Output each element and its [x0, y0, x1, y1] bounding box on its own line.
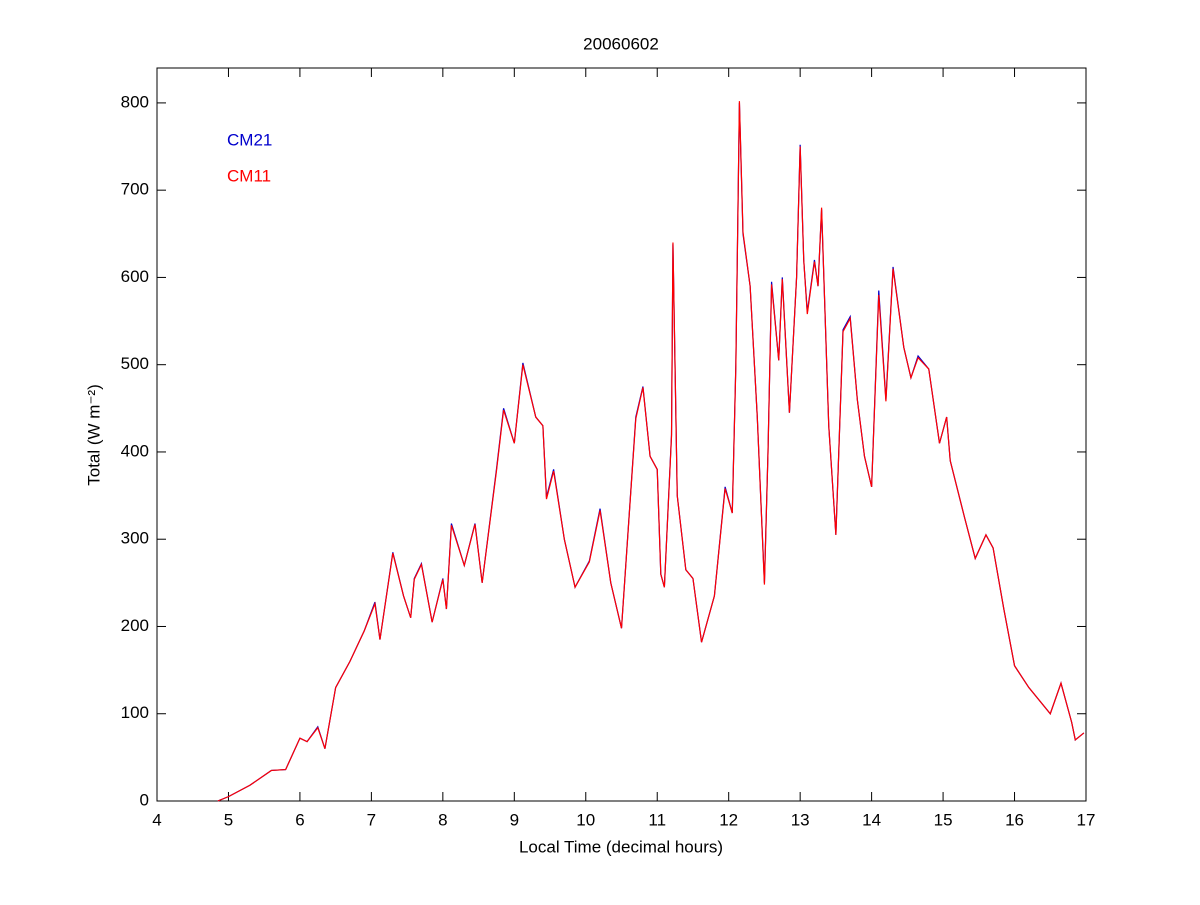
x-tick-label: 8: [438, 810, 447, 829]
plot-frame: [156, 67, 1087, 802]
x-tick-label: 11: [648, 810, 666, 829]
x-tick-label: 16: [1005, 810, 1024, 829]
y-tick-label: 400: [121, 441, 149, 460]
y-axis-label: Total (W m⁻²): [84, 384, 103, 486]
y-tick-label: 0: [140, 790, 149, 809]
chart-title: 20060602: [583, 34, 659, 53]
x-tick-label: 7: [367, 810, 376, 829]
x-tick-label: 13: [791, 810, 810, 829]
x-tick-label: 14: [862, 810, 881, 829]
legend-label: CM11: [227, 166, 271, 185]
x-tick-label: 5: [224, 810, 233, 829]
x-axis-label: Local Time (decimal hours): [519, 837, 723, 856]
x-tick-label: 10: [576, 810, 595, 829]
x-tick-label: 4: [152, 810, 161, 829]
y-tick-label: 100: [121, 703, 149, 722]
y-tick-label: 800: [121, 92, 149, 111]
x-tick-label: 17: [1077, 810, 1096, 829]
y-tick-label: 600: [121, 267, 149, 286]
x-tick-label: 6: [295, 810, 304, 829]
y-tick-label: 700: [121, 180, 149, 199]
x-tick-label: 15: [934, 810, 953, 829]
x-tick-label: 12: [719, 810, 738, 829]
series-line: [217, 101, 1085, 802]
y-tick-label: 500: [121, 354, 149, 373]
legend-label: CM21: [227, 130, 272, 149]
y-tick-label: 200: [121, 616, 149, 635]
y-tick-label: 300: [121, 529, 149, 548]
x-tick-label: 9: [510, 810, 519, 829]
